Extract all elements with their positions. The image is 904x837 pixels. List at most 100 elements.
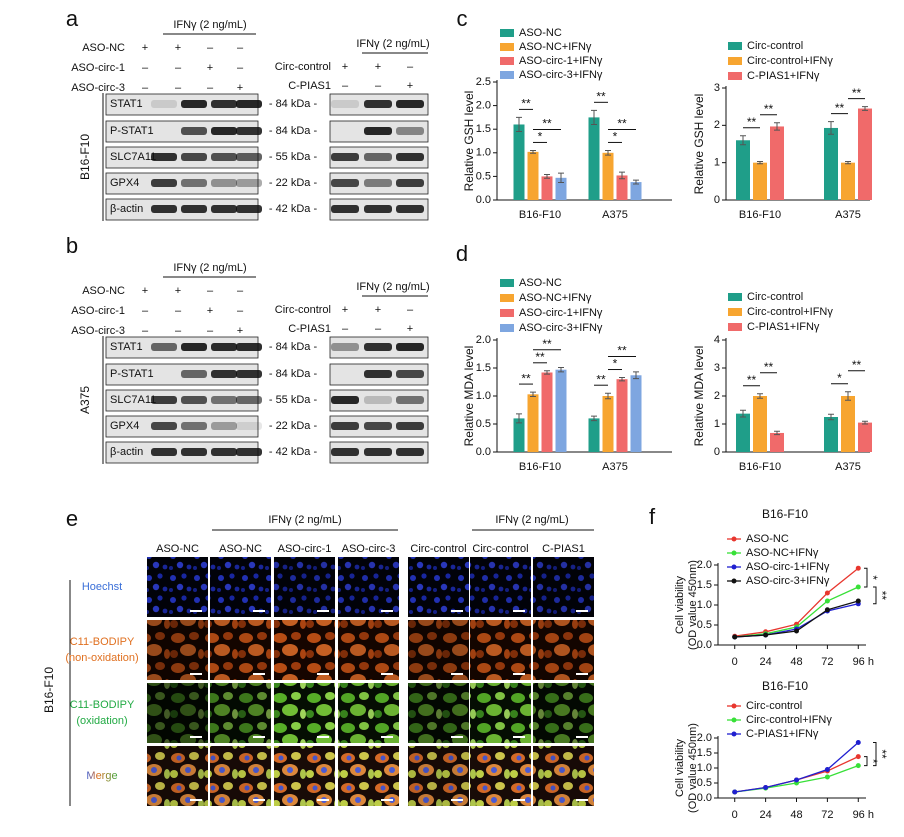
blot-band (181, 396, 207, 404)
significance-label: ** (535, 350, 545, 364)
legend-label: ASO-NC+IFNγ (519, 292, 592, 304)
y-tick-label: 1.0 (476, 147, 491, 159)
y-tick-label: 1.5 (476, 362, 491, 374)
x-tick-label: 72 (821, 656, 833, 668)
blot-band (364, 422, 392, 430)
micrograph (210, 683, 271, 743)
legend-swatch (728, 42, 742, 50)
legend-label: Circ-control+IFNγ (746, 714, 832, 726)
micrograph-dim (147, 746, 208, 806)
condition-sign: – (175, 305, 182, 317)
y-tick-label: 0.0 (697, 792, 712, 804)
bar (527, 151, 539, 200)
error-bar (619, 171, 625, 180)
legend-marker (731, 717, 737, 723)
point (855, 565, 861, 571)
significance-label: * (613, 357, 618, 371)
micrograph (274, 620, 335, 680)
blot-band (236, 370, 262, 378)
y-tick-label: 4 (714, 334, 720, 346)
blot-band (364, 205, 392, 213)
micrograph (533, 557, 594, 617)
row-label: C11-BODIPY (70, 699, 135, 711)
y-tick-label: 1.0 (697, 762, 712, 774)
bar (588, 117, 600, 200)
condition-sign: – (175, 325, 182, 337)
point (794, 777, 800, 783)
condition-sign: – (237, 62, 244, 74)
condition-sign: + (237, 82, 243, 94)
error-bar (591, 415, 597, 422)
legend-swatch (500, 309, 514, 317)
condition-label: ASO-circ-3 (71, 325, 125, 337)
x-tick-label: 96 h (853, 809, 874, 821)
size-label: - 84 kDa - (269, 341, 318, 353)
condition-label: ASO-NC (82, 42, 125, 54)
blot-band (236, 100, 262, 108)
condition-sign: – (207, 42, 214, 54)
x-tick-label: 72 (821, 809, 833, 821)
condition-sign: + (237, 325, 243, 337)
point (824, 598, 830, 604)
micrograph-dim (147, 557, 208, 617)
legend-label: ASO-circ-3+IFNγ (519, 69, 603, 81)
micrograph-dim (533, 746, 594, 806)
y-tick-label: 2.0 (697, 732, 712, 744)
micrograph-dim (533, 557, 594, 617)
blot-band (151, 153, 177, 161)
condition-sign: – (142, 82, 149, 94)
legend-label: ASO-circ-1+IFNγ (519, 55, 603, 67)
blot-strip (329, 389, 429, 412)
y-tick-label: 3 (714, 362, 720, 374)
panel-letter: b (66, 233, 78, 258)
condition-sign: – (207, 285, 214, 297)
micrograph (470, 557, 531, 617)
blot-band (181, 205, 207, 213)
blot-band (331, 448, 359, 456)
bar (513, 418, 525, 452)
panel-letter: e (66, 506, 78, 531)
bar (630, 182, 642, 200)
blot-band (236, 205, 262, 213)
y-tick-label: 1 (714, 418, 720, 430)
y-tick-label: 1.0 (476, 390, 491, 402)
point (855, 598, 861, 604)
condition-sign: + (375, 304, 381, 316)
treatment-label: IFNγ (2 ng/mL) (356, 38, 429, 50)
significance-label: * (538, 130, 543, 144)
micrograph (533, 683, 594, 743)
micrograph-dim (210, 746, 271, 806)
error-bar (619, 377, 625, 382)
x-tick-label: 24 (759, 656, 771, 668)
micrograph-dim (147, 620, 208, 680)
x-tick-label: 48 (790, 656, 802, 668)
point (855, 754, 861, 760)
error-bar (862, 420, 868, 425)
legend-label: Circ-control (746, 700, 802, 712)
legend-label: Circ-control+IFNγ (747, 306, 833, 318)
legend-label: ASO-NC+IFNγ (746, 547, 819, 559)
blot-band (364, 343, 392, 351)
micrograph (274, 746, 335, 806)
blot-band (181, 100, 207, 108)
legend-swatch (500, 294, 514, 302)
significance-bracket (864, 567, 868, 588)
x-tick-label: 24 (759, 809, 771, 821)
protein-label: P-STAT1 (110, 368, 154, 380)
size-label: - 22 kDa - (269, 420, 318, 432)
condition-sign: + (207, 305, 213, 317)
legend-label: ASO-circ-3+IFNγ (746, 575, 830, 587)
blot-band (364, 179, 392, 187)
legend-label: Circ-control (747, 291, 803, 303)
legend-label: ASO-NC (746, 533, 789, 545)
legend-swatch (728, 323, 742, 331)
chart-title: B16-F10 (762, 679, 808, 693)
condition-sign: + (142, 42, 148, 54)
condition-label: Circ-control (275, 304, 331, 316)
column-label: ASO-NC (156, 543, 199, 555)
blot-band (211, 205, 237, 213)
micrograph (338, 557, 399, 617)
cell-line-label: B16-F10 (42, 667, 56, 713)
y-tick-label: 1.0 (697, 599, 712, 611)
significance-label: ** (852, 86, 862, 100)
